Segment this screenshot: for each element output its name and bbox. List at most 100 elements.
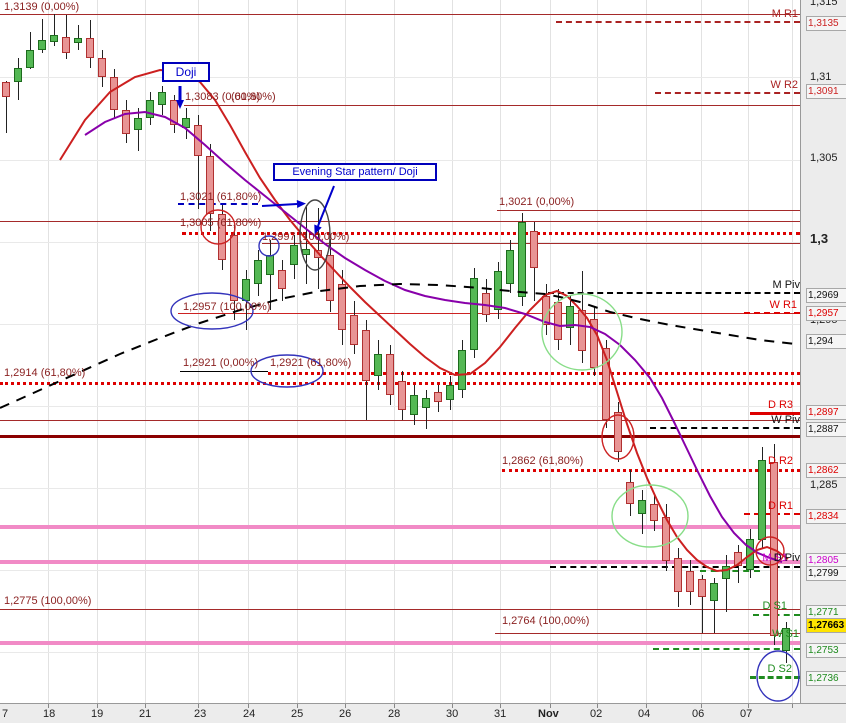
fib-level-label: 1,2775 (100,00%) — [4, 595, 92, 607]
time-axis-label: 07 — [740, 708, 753, 720]
fib-level-label: (61,80%) — [231, 91, 276, 103]
time-axis-label: 28 — [388, 708, 401, 720]
candle — [494, 271, 502, 310]
candle — [554, 302, 562, 340]
candle — [38, 40, 46, 50]
pivot-level-label: W Piv — [771, 414, 800, 426]
candle — [446, 385, 454, 400]
candle — [50, 35, 58, 42]
candle — [698, 579, 706, 597]
candle-wick — [270, 240, 271, 310]
time-axis-tickmark — [550, 704, 551, 708]
candle — [26, 50, 34, 68]
price-level-box: 1,2969 — [806, 288, 846, 303]
time-axis-tickmark — [748, 704, 749, 708]
price-level-line — [495, 633, 800, 634]
price-level-line — [556, 21, 800, 23]
candle — [710, 583, 718, 601]
candle-wick — [426, 390, 427, 429]
candle — [158, 92, 166, 105]
candle — [662, 517, 670, 561]
evening-star-annotation[interactable]: Evening Star pattern/ Doji — [273, 163, 437, 181]
candles-layer — [2, 14, 790, 663]
time-axis-tickmark — [297, 704, 298, 708]
candle — [242, 279, 250, 301]
candle — [254, 260, 262, 284]
candle — [410, 395, 418, 415]
candle — [506, 250, 514, 284]
candle — [638, 500, 646, 514]
time-axis-label: 06 — [692, 708, 705, 720]
candle — [422, 398, 430, 408]
pivot-level-label: D R1 — [767, 500, 793, 512]
time-axis-tickmark — [97, 704, 98, 708]
candle — [2, 82, 10, 97]
candle — [602, 348, 610, 420]
time-axis-label: 23 — [194, 708, 207, 720]
time-axis-tickmark — [345, 704, 346, 708]
price-level-box: 1,2862 — [806, 463, 846, 478]
candle — [722, 566, 730, 579]
price-level-line — [653, 648, 800, 650]
time-axis-tickmark — [500, 704, 501, 708]
candle — [386, 354, 394, 395]
current-price-box: 1,27663 — [806, 618, 846, 633]
doji-annotation[interactable]: Doji — [162, 62, 210, 82]
fib-level-label: 1,3139 (0,00%) — [4, 1, 80, 13]
candle-wick — [6, 81, 7, 133]
pivot-level-label: M R1 — [771, 8, 798, 20]
candle — [626, 482, 634, 504]
time-axis-label: 21 — [139, 708, 152, 720]
pivot-level-label: D R2 — [767, 455, 793, 467]
chart-plot-area[interactable]: 1,3139 (0,00%) 1,3083 (0,00%) (61,80%) 1,30… — [0, 0, 800, 703]
pivot-level-label: D S2 — [767, 663, 792, 675]
pivot-level-label: M Piv — [772, 279, 801, 291]
candle — [170, 100, 178, 125]
fib-level-label: 1,3021 (0,00%) — [499, 196, 575, 208]
candle — [314, 250, 322, 258]
price-level-box: 1,2887 — [806, 422, 846, 437]
candle — [278, 270, 286, 289]
fib-level-label: 1,2764 (100,00%) — [502, 615, 590, 627]
fib-level-label: 1,3021 (61,80%) — [180, 191, 262, 203]
pivot-level-label: D Piv — [773, 552, 800, 564]
pivot-level-label: W R1 — [769, 299, 798, 311]
candle — [374, 354, 382, 376]
time-axis-tickmark — [198, 704, 199, 708]
price-level-box: 1,3135 — [806, 16, 846, 31]
candle — [518, 222, 526, 297]
candle — [566, 306, 574, 328]
time-axis[interactable]: 7 18 19 21 23 24 25 26 28 30 31 Nov 02 04 06 07 — [0, 703, 846, 723]
price-level-box: 1,2957 — [806, 306, 846, 321]
fib-level-label: 1,3005 (61,80%) — [180, 217, 262, 229]
candle — [266, 255, 274, 275]
candle — [614, 412, 622, 452]
price-axis-tick: 1,305 — [810, 152, 838, 164]
price-axis-tick: 1,285 — [810, 479, 838, 491]
candle — [470, 278, 478, 350]
candle — [14, 68, 22, 82]
pivot-level-label: D R3 — [767, 399, 793, 411]
candle — [146, 100, 154, 118]
time-axis-tickmark — [48, 704, 49, 708]
candle — [482, 293, 490, 315]
pivot-level-label: W R2 — [770, 79, 799, 91]
time-axis-label: 25 — [291, 708, 304, 720]
candle — [62, 37, 70, 53]
candle — [686, 571, 694, 592]
candle-wick — [78, 25, 79, 50]
time-axis-tickmark — [646, 704, 647, 708]
candle — [74, 38, 82, 43]
candle — [530, 231, 538, 268]
candle — [86, 38, 94, 58]
candle-wick — [318, 208, 319, 289]
candle — [290, 245, 298, 265]
price-axis[interactable]: 1,3151,311,3051,31,2951,2851,31351,30911… — [800, 0, 846, 703]
candle — [542, 296, 550, 325]
fib-level-label: 1,2921 (61,80%) — [270, 357, 352, 369]
candle — [746, 539, 754, 570]
candle — [182, 118, 190, 128]
candle — [134, 118, 142, 130]
time-axis-label: 30 — [446, 708, 459, 720]
fib-level-label: 1,2914 (61,80%) — [4, 367, 86, 379]
